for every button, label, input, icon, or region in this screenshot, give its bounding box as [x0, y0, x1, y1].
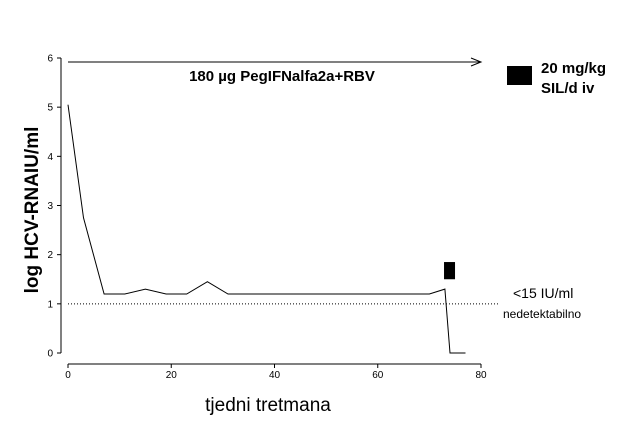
y-tick-label: 6: [47, 54, 53, 65]
reference-line-sublabel: nedetektabilno: [503, 307, 581, 321]
annotations: [68, 57, 483, 280]
y-tick-label: 0: [47, 349, 53, 360]
x-tick-label: 0: [65, 370, 71, 381]
y-tick-label: 3: [47, 201, 53, 212]
treatment-label: 180 µg PegIFNalfa2a+RBV: [189, 68, 375, 85]
y-axis-label: log HCV-RNAIU/ml: [22, 127, 43, 294]
y-tick-label: 2: [47, 250, 53, 261]
x-tick-label: 80: [475, 370, 487, 381]
series-group: [67, 104, 466, 354]
treatment-arrow-head: [470, 57, 483, 67]
y-tick-label: 1: [47, 299, 53, 310]
x-axis-label: tjedni tretmana: [205, 395, 331, 416]
legend-label-line1: 20 mg/kg: [541, 60, 606, 77]
y-tick-label: 4: [47, 152, 53, 163]
legend-swatch: [507, 66, 532, 85]
axes: [60, 58, 481, 365]
reference-line-label: <15 IU/ml: [513, 285, 573, 301]
legend-label-line2: SIL/d iv: [541, 80, 595, 97]
x-tick-label: 60: [372, 370, 384, 381]
x-tick-label: 20: [166, 370, 178, 381]
y-tick-label: 5: [47, 103, 53, 114]
x-tick-label: 40: [269, 370, 281, 381]
sil-marker: [444, 262, 456, 280]
series-line: [67, 104, 466, 354]
